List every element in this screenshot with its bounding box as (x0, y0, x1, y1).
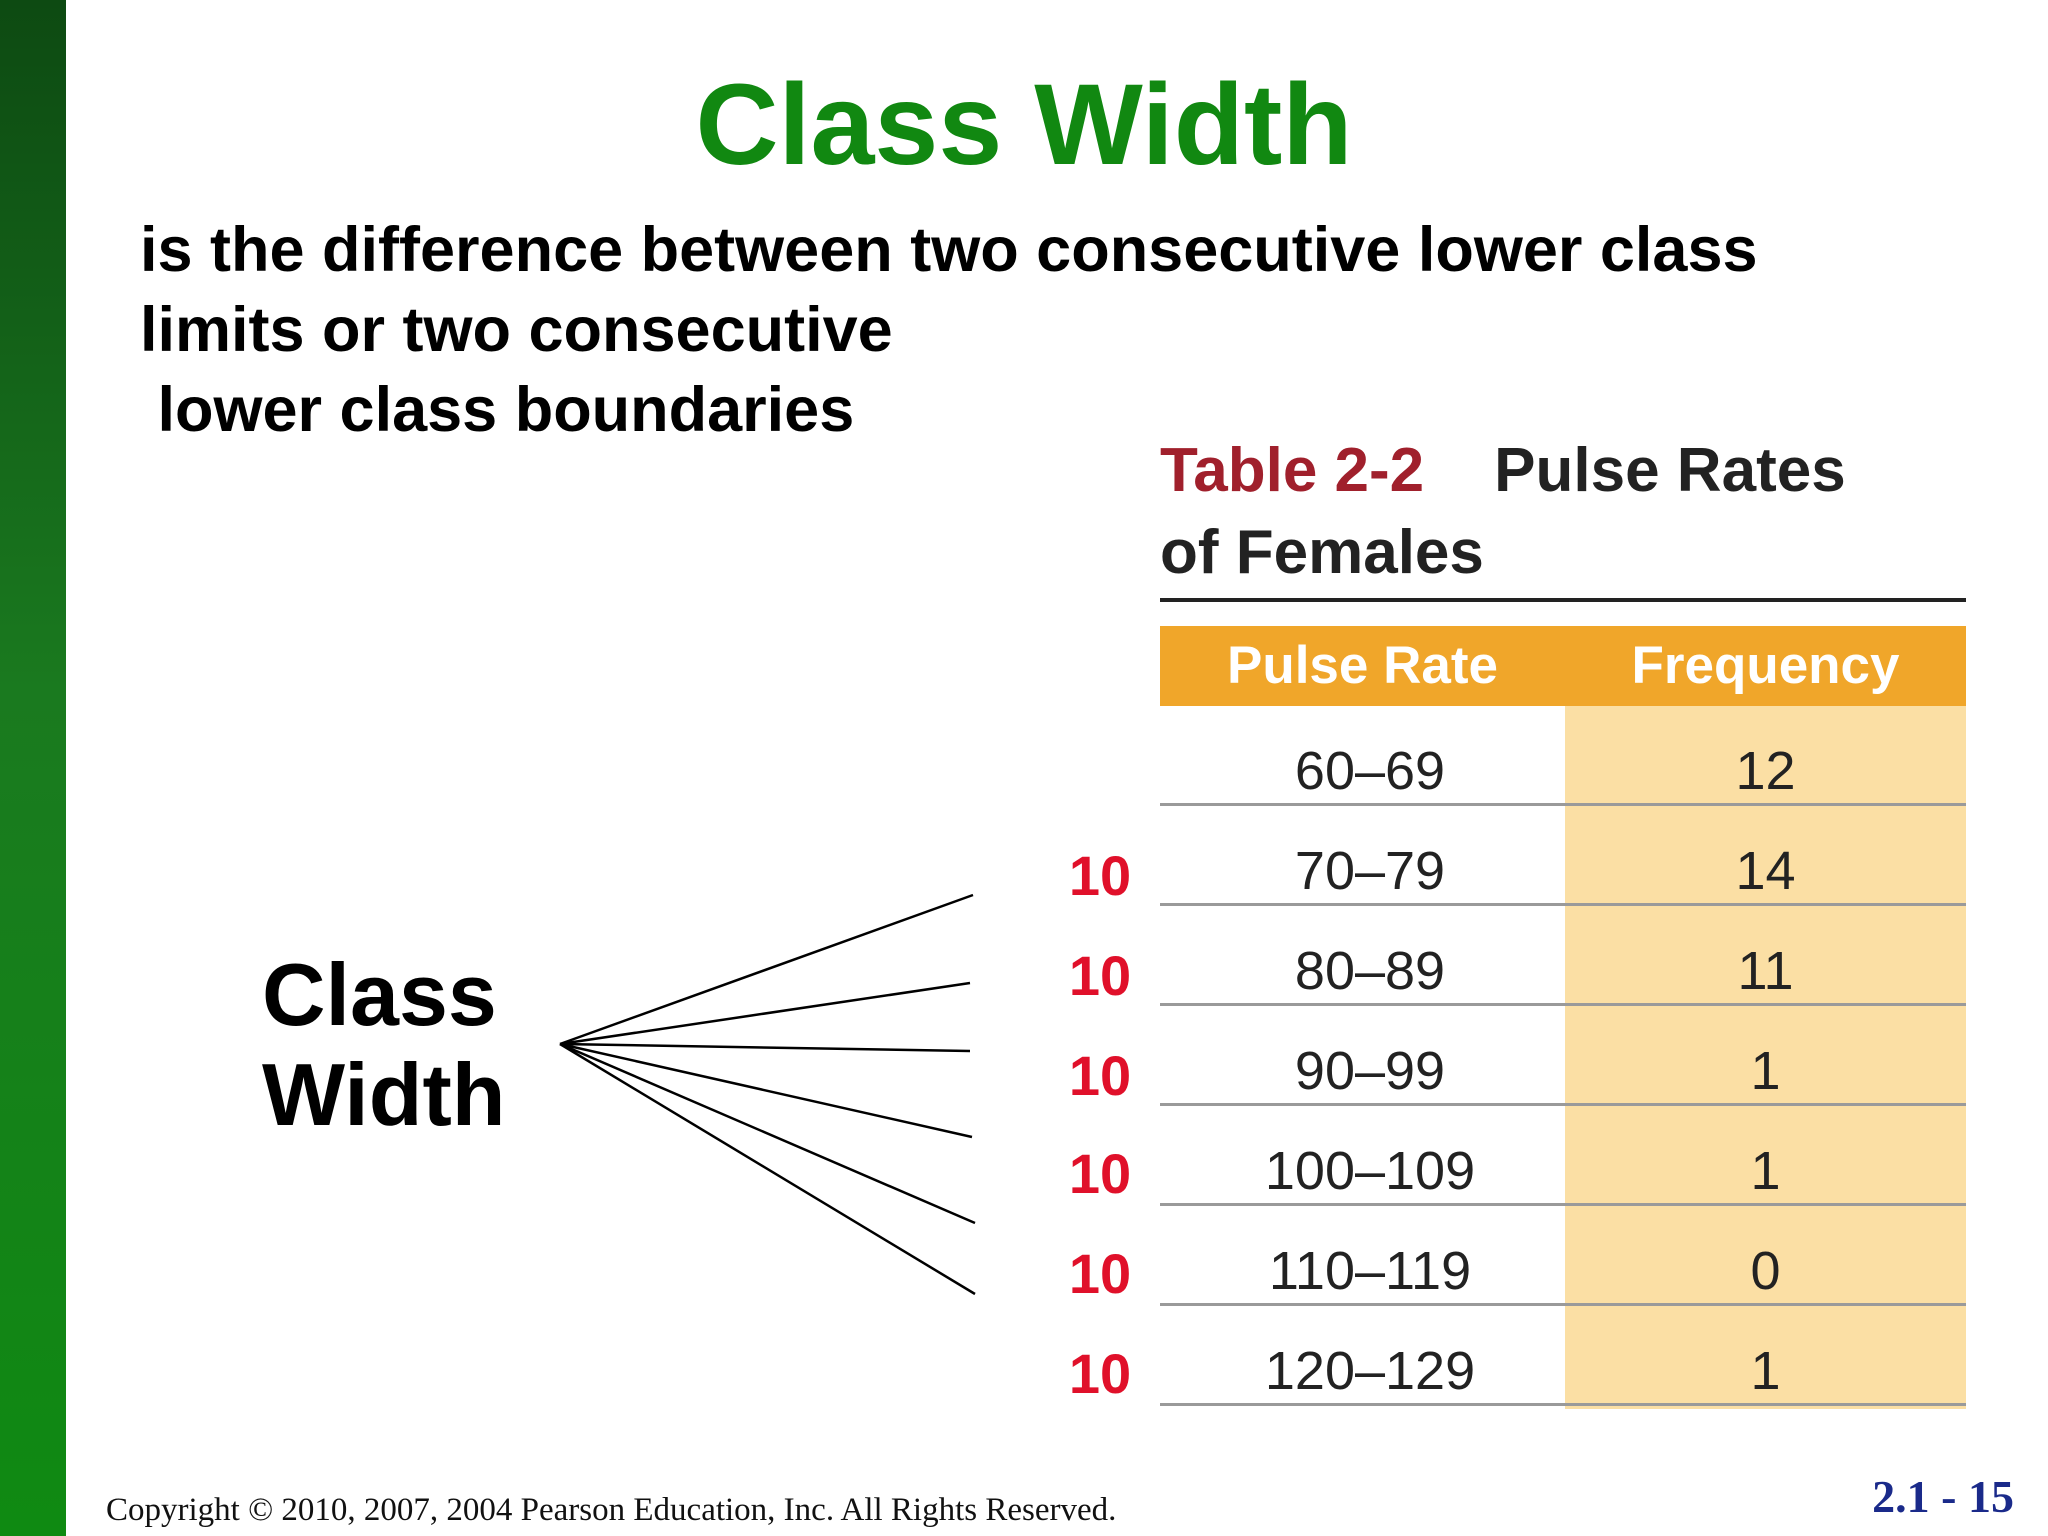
table-title-line-2: of Females (1160, 518, 1484, 587)
slide-number: 2.1 - 15 (1872, 1471, 2014, 1522)
pointer-line (559, 893, 974, 1046)
frequency-cell: 11 (1737, 941, 1794, 1001)
frequency-cell: 1 (1750, 1141, 1781, 1201)
class-width-value: 10 (1068, 944, 1132, 1007)
frequency-cell: 1 (1750, 1041, 1781, 1101)
copyright-notice: Copyright © 2010, 2007, 2004 Pearson Edu… (106, 1492, 1117, 1528)
caption-divider (1160, 598, 1966, 602)
pointer-line (559, 1042, 976, 1225)
side-accent-bar (0, 0, 66, 1536)
class-width-label-line-1: Class (262, 945, 497, 1044)
pointer-line (559, 1042, 976, 1296)
class-width-label: Class Width (262, 945, 506, 1145)
row-divider (1160, 1003, 1966, 1006)
pulse-rate-cell: 90–99 (1294, 1041, 1446, 1101)
frequency-column-background (1565, 706, 1966, 1409)
row-divider (1160, 803, 1966, 806)
row-divider (1160, 903, 1966, 906)
frequency-cell: 12 (1735, 741, 1796, 801)
row-divider (1160, 1403, 1966, 1406)
pulse-rate-cell: 80–89 (1294, 941, 1446, 1001)
definition-line-1: is the difference between two consecutiv… (140, 215, 1758, 285)
frequency-cell: 14 (1735, 841, 1796, 901)
pulse-rate-cell: 60–69 (1294, 741, 1446, 801)
pointer-line (559, 1042, 973, 1139)
slide-title: Class Width (695, 61, 1353, 189)
pulse-rate-cell: 110–119 (1268, 1241, 1472, 1301)
header-pulse-rate: Pulse Rate (1226, 636, 1498, 695)
table-row: 80–89 11 (1160, 906, 1966, 1006)
class-width-label-line-2: Width (262, 1045, 506, 1144)
pointer-line (559, 981, 971, 1046)
definition-line-2: limits or two consecutive (140, 295, 893, 365)
row-divider (1160, 1303, 1966, 1306)
table-row: 100–109 1 (1160, 1106, 1966, 1206)
table-number: Table 2-2 (1160, 436, 1425, 505)
frequency-cell: 0 (1750, 1241, 1781, 1301)
table-title: Pulse Rates (1494, 436, 1846, 505)
definition-text: is the difference between two consecutiv… (140, 210, 1758, 450)
pulse-rate-cell: 100–109 (1264, 1141, 1476, 1201)
table-caption: Table 2-2 Pulse Rates of Females (1160, 430, 1980, 594)
table-row: 70–79 14 (1160, 806, 1966, 906)
header-frequency: Frequency (1631, 636, 1900, 695)
pulse-rate-cell: 70–79 (1294, 841, 1446, 901)
table-row: 110–119 0 (1160, 1206, 1966, 1306)
table-row: 90–99 1 (1160, 1006, 1966, 1106)
definition-line-3: lower class boundaries (140, 375, 855, 445)
table-header: Pulse Rate Frequency (1160, 626, 1966, 706)
row-divider (1160, 1103, 1966, 1106)
pointer-line (559, 1042, 971, 1053)
class-width-value: 10 (1068, 844, 1132, 907)
class-width-value: 10 (1068, 1044, 1132, 1107)
class-width-value: 10 (1068, 1242, 1132, 1305)
table-row: 120–129 1 (1160, 1306, 1966, 1406)
frequency-cell: 1 (1750, 1341, 1781, 1401)
class-width-value: 10 (1068, 1142, 1132, 1205)
table-row: 60–69 12 (1160, 706, 1966, 806)
class-width-value: 10 (1068, 1342, 1132, 1405)
pulse-rate-cell: 120–129 (1264, 1341, 1476, 1401)
row-divider (1160, 1203, 1966, 1206)
